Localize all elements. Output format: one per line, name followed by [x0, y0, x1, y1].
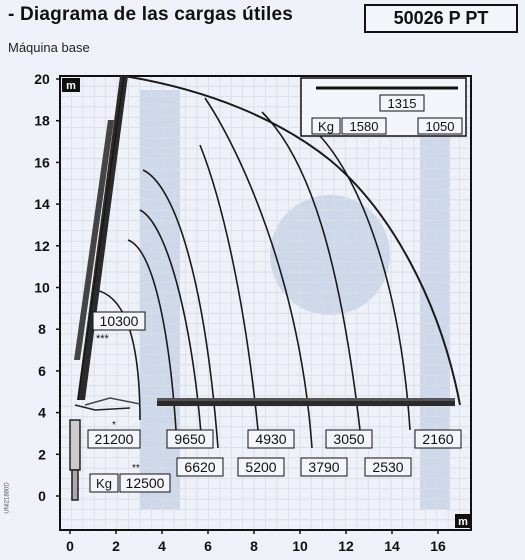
load-value: 3050 [333, 431, 364, 447]
y-ticks: 0 2 4 6 8 10 12 14 16 18 20 [34, 71, 60, 504]
y-unit-label: m [66, 80, 76, 92]
curve-3050 [261, 111, 361, 431]
y-tick-label: 20 [34, 71, 50, 87]
load-value: 5200 [245, 459, 276, 475]
inset-left-value: 1580 [350, 119, 379, 134]
crane-boom [74, 75, 128, 401]
horizontal-boom [157, 398, 455, 406]
load-value: 6620 [184, 459, 215, 475]
boundary-curves [94, 97, 411, 449]
load-value: 9650 [174, 431, 205, 447]
x-tick-label: 8 [250, 538, 258, 554]
y-tick-label: 4 [38, 405, 46, 421]
inset-right-value: 1050 [426, 119, 455, 134]
x-tick-label: 10 [292, 538, 308, 554]
load-value: 3790 [308, 459, 339, 475]
load-value: 4930 [255, 431, 286, 447]
y-tick-label: 10 [34, 280, 50, 296]
y-tick-label: 6 [38, 363, 46, 379]
kg-value-callout: ** Kg 12500 [89, 463, 171, 493]
y-tick-label: 14 [34, 196, 50, 212]
load-box [247, 429, 295, 449]
base-mark: * [112, 420, 116, 431]
curve-4930 [199, 144, 259, 431]
load-value: 2160 [422, 431, 453, 447]
base-value: 21200 [95, 431, 134, 447]
y-unit-box: m [62, 78, 80, 92]
outer-envelope-curve [123, 75, 461, 406]
kg-unit: Kg [96, 476, 112, 491]
y-tick-label: 12 [34, 238, 50, 254]
inset-unit: Kg [318, 119, 334, 134]
x-tick-label: 12 [338, 538, 354, 554]
load-box [325, 429, 373, 449]
x-tick-label: 14 [384, 538, 400, 554]
curve-9650 [127, 239, 177, 431]
curve-2160 [319, 135, 411, 431]
load-box [166, 429, 214, 449]
upper-value: 10300 [100, 313, 139, 329]
load-box [364, 457, 412, 477]
grid [59, 75, 472, 531]
y-tick-label: 16 [34, 154, 50, 170]
plot-frame [59, 75, 472, 531]
curve-5200 [142, 169, 219, 449]
model-badge: 50026 P PT [364, 4, 518, 33]
y-tick-label: 8 [38, 321, 46, 337]
inset-top-value: 1315 [388, 96, 417, 111]
curve-3790 [204, 97, 313, 449]
load-box [176, 457, 224, 477]
crane-base [69, 397, 141, 501]
y-tick-label: 18 [34, 113, 50, 129]
page-subtitle: Máquina base [8, 40, 90, 55]
x-unit-label: m [458, 516, 468, 528]
kg-mark: ** [132, 463, 140, 474]
x-tick-label: 2 [112, 538, 120, 554]
inset-panel: 1315 Kg 1580 1050 [300, 77, 467, 137]
load-box [237, 457, 285, 477]
x-unit-box: m [455, 514, 471, 528]
page-title: - Diagrama de las cargas útiles [8, 4, 293, 25]
x-ticks: 0 2 4 6 8 10 12 14 16 [66, 530, 446, 554]
y-tick-label: 0 [38, 488, 46, 504]
load-value: 2530 [372, 459, 403, 475]
load-box [300, 457, 348, 477]
kg-value: 12500 [126, 475, 165, 491]
load-boxes-row1: 9650 4930 3050 2160 [166, 429, 462, 449]
load-box [414, 429, 462, 449]
x-tick-label: 0 [66, 538, 74, 554]
upper-value-callout: 10300 *** [92, 311, 146, 345]
base-value-callout: * 21200 [87, 420, 141, 449]
y-tick-label: 2 [38, 446, 46, 462]
curve-6620 [139, 209, 203, 449]
load-boxes-row2: 6620 5200 3790 2530 [176, 457, 412, 477]
upper-mark: *** [96, 333, 110, 345]
x-tick-label: 4 [158, 538, 166, 554]
x-tick-label: 16 [430, 538, 446, 554]
x-tick-label: 6 [204, 538, 212, 554]
